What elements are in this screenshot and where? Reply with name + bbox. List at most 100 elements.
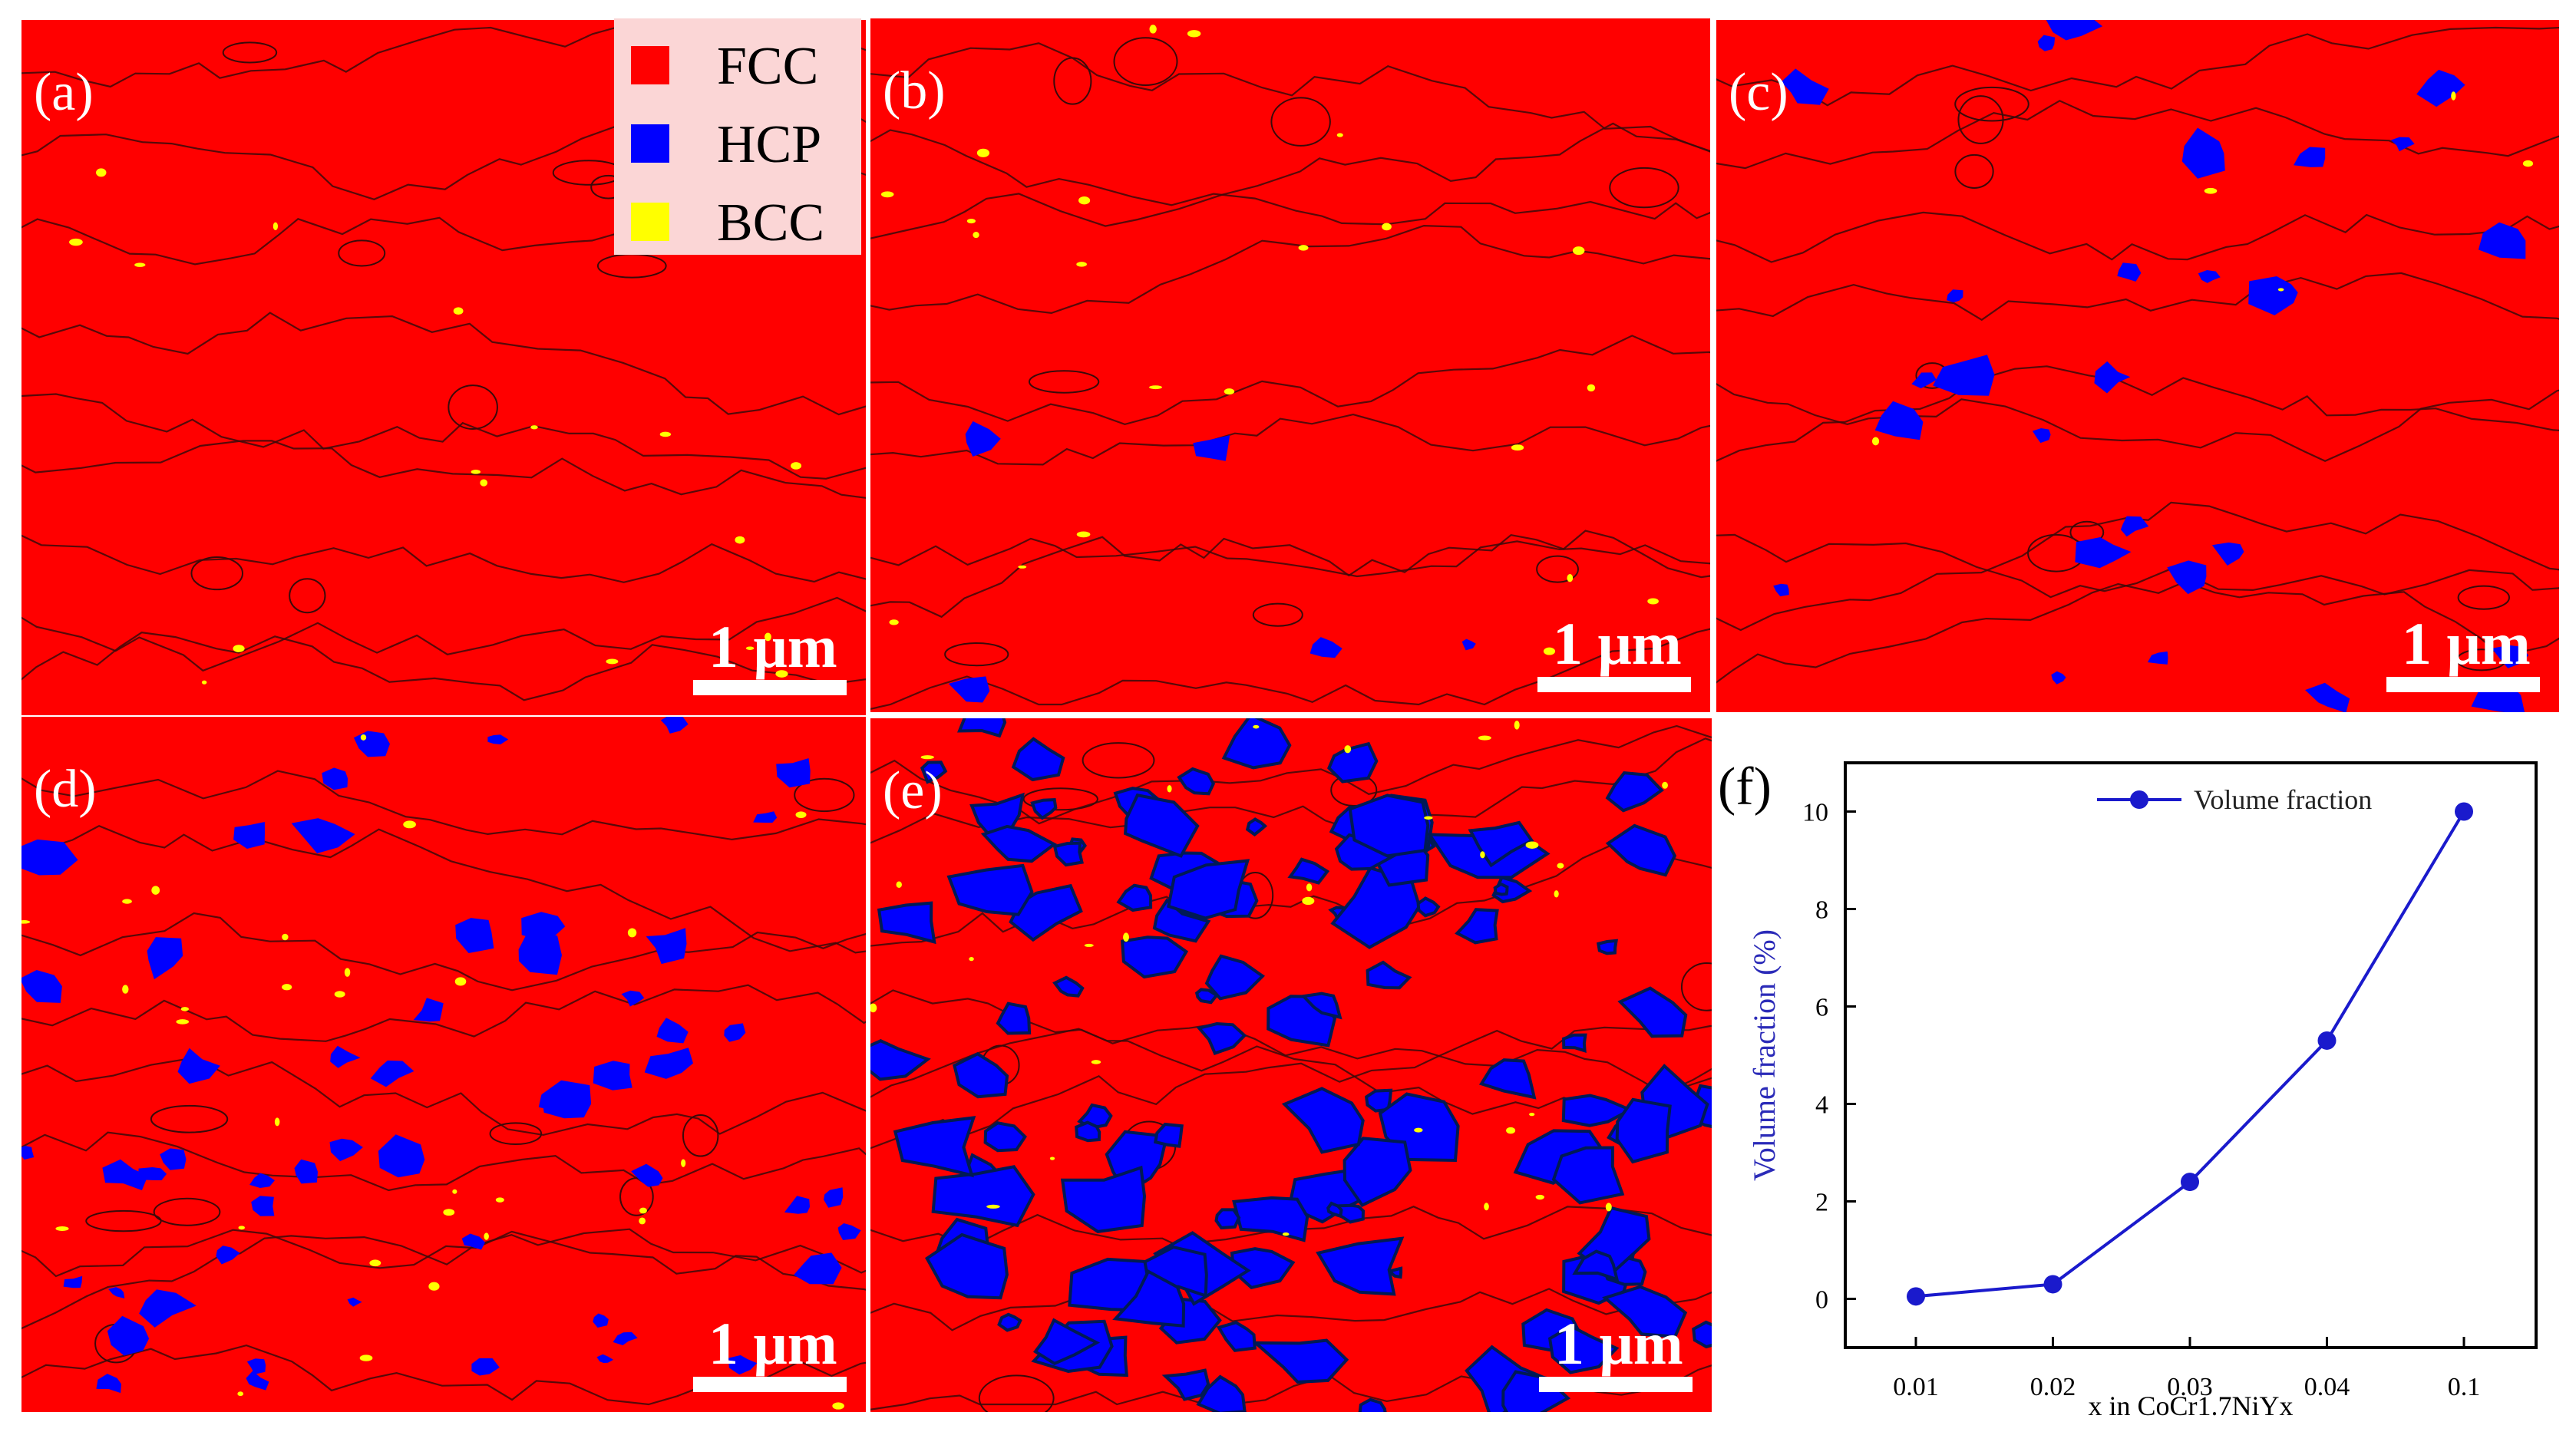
hcp-region — [370, 1060, 414, 1087]
hcp-region — [1387, 1266, 1403, 1279]
bcc-region — [1224, 388, 1235, 395]
y-tick-label: 6 — [1815, 994, 1828, 1022]
bcc-region — [55, 1226, 69, 1232]
bcc-region — [1543, 647, 1556, 655]
hcp-region — [1773, 583, 1789, 597]
hcp-region — [2094, 361, 2131, 394]
y-tick-label: 2 — [1815, 1189, 1828, 1217]
bcc-region — [1282, 1232, 1290, 1236]
grain-boundary — [870, 129, 1710, 226]
phase-map-drawing-a — [21, 26, 866, 701]
panel-label-a: (a) — [34, 63, 94, 122]
hcp-region — [997, 1312, 1022, 1332]
scale-bar-label: 1 μm — [708, 613, 837, 680]
hcp-region — [291, 818, 355, 853]
hcp-region — [631, 1163, 663, 1187]
hcp-region — [983, 1121, 1027, 1153]
grain-boundary — [870, 122, 1710, 239]
bcc-region — [1123, 932, 1129, 942]
grain-boundary — [21, 770, 866, 841]
bcc-region — [334, 991, 345, 998]
bcc-region — [2277, 288, 2284, 292]
grain-boundary — [870, 628, 1710, 710]
hcp-region — [1011, 737, 1065, 782]
hcp-region — [728, 1354, 758, 1375]
panel-label-d: (d) — [34, 760, 97, 819]
bcc-region — [122, 985, 129, 994]
bcc-region — [606, 658, 619, 665]
bcc-region — [1480, 851, 1485, 859]
bcc-region — [889, 619, 899, 625]
grain-boundary-loop — [1053, 57, 1092, 105]
hcp-region — [1358, 1397, 1387, 1412]
hcp-region — [621, 990, 645, 1007]
bcc-region — [1302, 896, 1315, 906]
data-point — [2043, 1275, 2062, 1294]
hcp-region — [996, 1001, 1032, 1035]
grain-boundary-loop — [794, 777, 855, 813]
hcp-region — [139, 1289, 197, 1328]
hcp-region — [108, 1287, 125, 1298]
phase-map-drawing-b — [870, 25, 1710, 710]
bcc-region — [233, 645, 245, 652]
grain-boundary — [1716, 383, 2559, 463]
bcc-region — [274, 1117, 280, 1127]
hcp-region — [294, 1159, 318, 1184]
hcp-region — [837, 1223, 861, 1240]
bcc-region — [1076, 262, 1087, 267]
grain-boundary-loop — [289, 578, 326, 614]
hcp-region — [2390, 137, 2415, 152]
x-axis-title: x in CoCr1.7NiYx — [2088, 1391, 2293, 1421]
grain-boundary — [21, 440, 866, 499]
hcp-region — [1461, 638, 1476, 651]
hcp-region — [107, 1315, 150, 1356]
hcp-swatch — [631, 124, 669, 163]
hcp-region — [1052, 975, 1085, 998]
hcp-region — [2305, 682, 2350, 712]
hcp-region — [1251, 1338, 1349, 1384]
hcp-region — [1933, 355, 1995, 396]
bcc-region — [1587, 384, 1596, 392]
bcc-region — [403, 820, 416, 829]
phase-map-drawing-c — [1716, 20, 2559, 712]
hcp-region — [147, 937, 183, 980]
grain-boundary — [870, 335, 1710, 426]
bcc-region — [920, 755, 934, 760]
grain-boundary-loop — [596, 253, 667, 279]
hcp-region — [1911, 372, 1937, 389]
x-tick-label: 0.01 — [1893, 1373, 1939, 1401]
phase-map-d: (d) 1 μm — [21, 717, 866, 1412]
hcp-region — [246, 1371, 269, 1391]
y-tick-label: 4 — [1815, 1091, 1828, 1120]
bcc-region — [986, 1204, 1000, 1209]
bcc-region — [639, 1217, 646, 1225]
scale-bar — [693, 680, 847, 695]
hcp-region — [1214, 1208, 1241, 1230]
hcp-region — [593, 1313, 609, 1328]
bcc-region — [495, 1197, 504, 1203]
grain-boundary — [870, 530, 1710, 619]
grain-boundary-loop — [1609, 167, 1679, 209]
phase-map-drawing-d — [21, 717, 866, 1410]
bcc-region — [1529, 1113, 1535, 1117]
hcp-region — [216, 1246, 240, 1265]
hcp-region — [724, 1023, 746, 1042]
bcc-region — [454, 977, 467, 986]
hcp-region — [1221, 718, 1292, 770]
hcp-region — [1309, 637, 1342, 658]
hcp-region — [249, 1173, 275, 1188]
bcc-region — [681, 1159, 686, 1167]
bcc-region — [452, 1189, 457, 1194]
bcc-region — [1076, 531, 1091, 538]
data-point — [2455, 802, 2473, 821]
grain-boundary-loop — [1028, 370, 1100, 394]
bcc-region — [2522, 160, 2534, 167]
panel-label-c: (c) — [1729, 63, 1788, 122]
hcp-region — [329, 1138, 363, 1162]
grain-boundary — [1716, 365, 2559, 462]
grain-boundary — [1716, 100, 2559, 170]
hcp-region — [160, 1148, 187, 1170]
hcp-region — [455, 918, 494, 953]
bcc-region — [122, 899, 132, 904]
bcc-region — [282, 933, 289, 941]
